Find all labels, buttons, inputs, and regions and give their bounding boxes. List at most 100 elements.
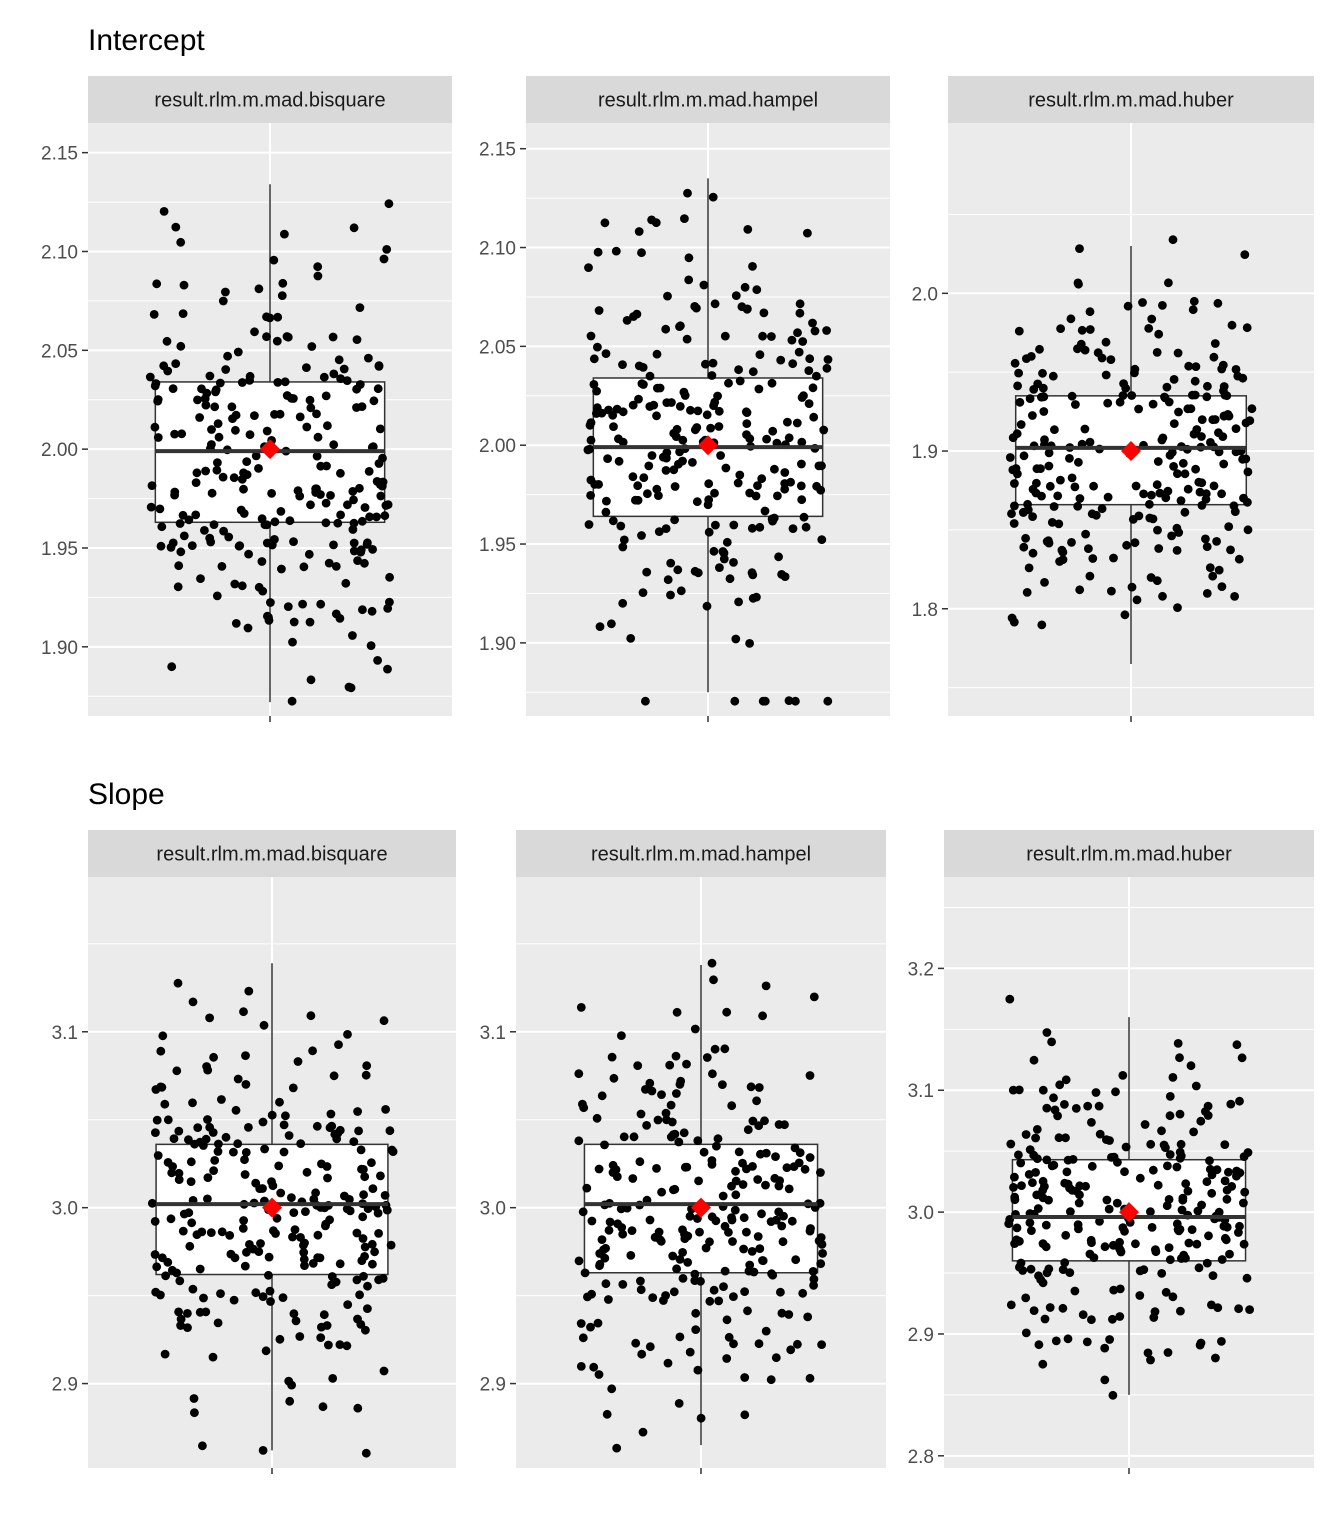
- data-point: [614, 434, 623, 444]
- data-point: [822, 363, 832, 373]
- data-point: [1026, 352, 1036, 361]
- data-point: [1245, 1305, 1254, 1314]
- data-point: [636, 1276, 645, 1286]
- data-point: [793, 328, 802, 338]
- data-point: [788, 359, 798, 369]
- data-point: [616, 1204, 626, 1214]
- data-point: [251, 1288, 261, 1298]
- y-tick-label: 2.10: [479, 239, 516, 260]
- data-point: [1146, 1355, 1155, 1365]
- y-tick-label: 2.15: [41, 144, 78, 165]
- y-tick-label: 1.95: [41, 539, 78, 560]
- data-point: [319, 1310, 329, 1320]
- data-point: [586, 1322, 595, 1332]
- data-point: [221, 1132, 231, 1142]
- data-point: [183, 1323, 192, 1332]
- data-point: [244, 1123, 253, 1132]
- data-point: [701, 1243, 711, 1253]
- data-point: [357, 516, 367, 526]
- data-point: [742, 419, 752, 428]
- data-point: [334, 355, 344, 365]
- data-point: [1073, 278, 1083, 288]
- data-point: [1028, 1178, 1037, 1188]
- data-point: [1041, 1242, 1051, 1252]
- data-point: [245, 376, 255, 385]
- data-point: [1027, 1226, 1036, 1235]
- data-point: [209, 1052, 219, 1062]
- data-point: [1187, 1225, 1197, 1234]
- data-point: [279, 1147, 289, 1157]
- data-point: [1032, 1125, 1042, 1134]
- data-point: [751, 491, 761, 501]
- data-point: [754, 1339, 764, 1349]
- data-point: [805, 1153, 815, 1162]
- data-point: [1037, 620, 1047, 630]
- data-point: [258, 1184, 267, 1193]
- data-point: [678, 456, 687, 466]
- data-point: [288, 1232, 297, 1242]
- data-point: [229, 1295, 239, 1305]
- data-point: [641, 696, 650, 706]
- data-point: [1163, 486, 1173, 496]
- data-point: [271, 1229, 280, 1238]
- data-point: [771, 1152, 780, 1161]
- data-point: [368, 1184, 378, 1193]
- data-point: [349, 538, 359, 548]
- data-point: [205, 1013, 215, 1023]
- data-point: [156, 1082, 166, 1092]
- data-point: [258, 586, 268, 596]
- data-point: [757, 474, 767, 484]
- data-point: [579, 1103, 589, 1113]
- data-point: [160, 1099, 170, 1109]
- data-point: [1085, 307, 1095, 317]
- data-point: [1038, 1193, 1048, 1203]
- data-point: [1010, 501, 1019, 511]
- data-point: [638, 588, 648, 597]
- data-point: [306, 500, 315, 510]
- data-point: [288, 637, 297, 647]
- data-point: [173, 978, 183, 988]
- data-point: [177, 429, 187, 439]
- data-point: [281, 1111, 290, 1121]
- data-point: [1019, 542, 1029, 552]
- data-point: [1207, 1188, 1217, 1198]
- data-point: [147, 481, 157, 490]
- data-point: [1227, 1182, 1237, 1191]
- data-point: [152, 1262, 162, 1272]
- data-point: [1230, 592, 1239, 601]
- data-point: [589, 1362, 599, 1372]
- data-point: [731, 1166, 740, 1176]
- data-point: [176, 237, 186, 247]
- data-point: [805, 1071, 815, 1080]
- data-point: [649, 400, 659, 410]
- data-point: [758, 331, 767, 341]
- data-point: [731, 291, 741, 300]
- data-point: [1028, 484, 1038, 494]
- data-point: [788, 524, 798, 533]
- data-point: [743, 304, 752, 314]
- data-point: [1075, 585, 1085, 595]
- data-point: [791, 696, 800, 706]
- data-point: [690, 1269, 700, 1279]
- data-point: [1213, 1303, 1223, 1313]
- data-point: [321, 498, 331, 508]
- data-point: [1011, 464, 1021, 473]
- data-point: [156, 541, 166, 551]
- data-point: [1238, 373, 1248, 383]
- data-point: [1109, 1285, 1119, 1295]
- data-point: [774, 552, 783, 562]
- data-point: [1225, 1249, 1234, 1259]
- data-point: [368, 1259, 377, 1269]
- data-point: [287, 696, 297, 706]
- data-point: [306, 675, 316, 685]
- data-point: [604, 1225, 614, 1235]
- data-point: [340, 1191, 349, 1201]
- data-point: [360, 1242, 370, 1252]
- data-point: [1021, 1293, 1031, 1303]
- data-point: [1038, 1278, 1048, 1288]
- data-point: [686, 405, 695, 415]
- data-point: [1231, 365, 1241, 374]
- data-point: [586, 418, 596, 427]
- data-point: [202, 388, 212, 398]
- data-point: [755, 350, 765, 359]
